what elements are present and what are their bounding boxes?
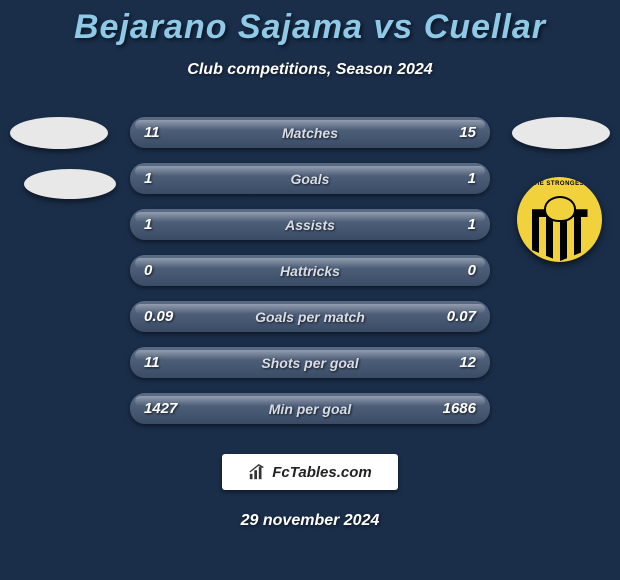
player2-photo-placeholder xyxy=(512,117,610,149)
player2-club-badge: THE STRONGEST xyxy=(517,177,602,262)
stat-label: Goals per match xyxy=(130,309,490,325)
stat-label: Matches xyxy=(130,125,490,141)
title-vs: vs xyxy=(373,8,413,46)
branding-chart-icon xyxy=(248,463,266,481)
stat-label: Min per goal xyxy=(130,401,490,417)
player1-photo-placeholder-1 xyxy=(10,117,108,149)
player1-photo-placeholder-2 xyxy=(24,169,116,199)
comparison-title: Bejarano Sajama vs Cuellar xyxy=(0,0,620,47)
stat-row: 1Assists1 xyxy=(130,209,490,240)
stat-row: 0Hattricks0 xyxy=(130,255,490,286)
stat-row: 0.09Goals per match0.07 xyxy=(130,301,490,332)
stat-label: Shots per goal xyxy=(130,355,490,371)
stat-rows-container: 11Matches15 1Goals1 1Assists1 0Hattricks0 0.… xyxy=(130,117,490,424)
badge-tiger-icon xyxy=(544,196,576,222)
title-player1: Bejarano Sajama xyxy=(74,8,363,46)
stat-row: 1Goals1 xyxy=(130,163,490,194)
stat-row: 11Matches15 xyxy=(130,117,490,148)
stat-row: 1427Min per goal1686 xyxy=(130,393,490,424)
branding-text: FcTables.com xyxy=(272,464,371,481)
branding-box: FcTables.com xyxy=(222,454,398,490)
stat-label: Goals xyxy=(130,171,490,187)
badge-ring-text: THE STRONGEST xyxy=(517,181,602,187)
stats-area: THE STRONGEST 11Matches15 1Goals1 1Assists… xyxy=(0,117,620,424)
stat-label: Assists xyxy=(130,217,490,233)
comparison-subtitle: Club competitions, Season 2024 xyxy=(0,61,620,79)
comparison-date: 29 november 2024 xyxy=(0,512,620,530)
stat-label: Hattricks xyxy=(130,263,490,279)
title-player2: Cuellar xyxy=(424,8,546,46)
stat-row: 11Shots per goal12 xyxy=(130,347,490,378)
